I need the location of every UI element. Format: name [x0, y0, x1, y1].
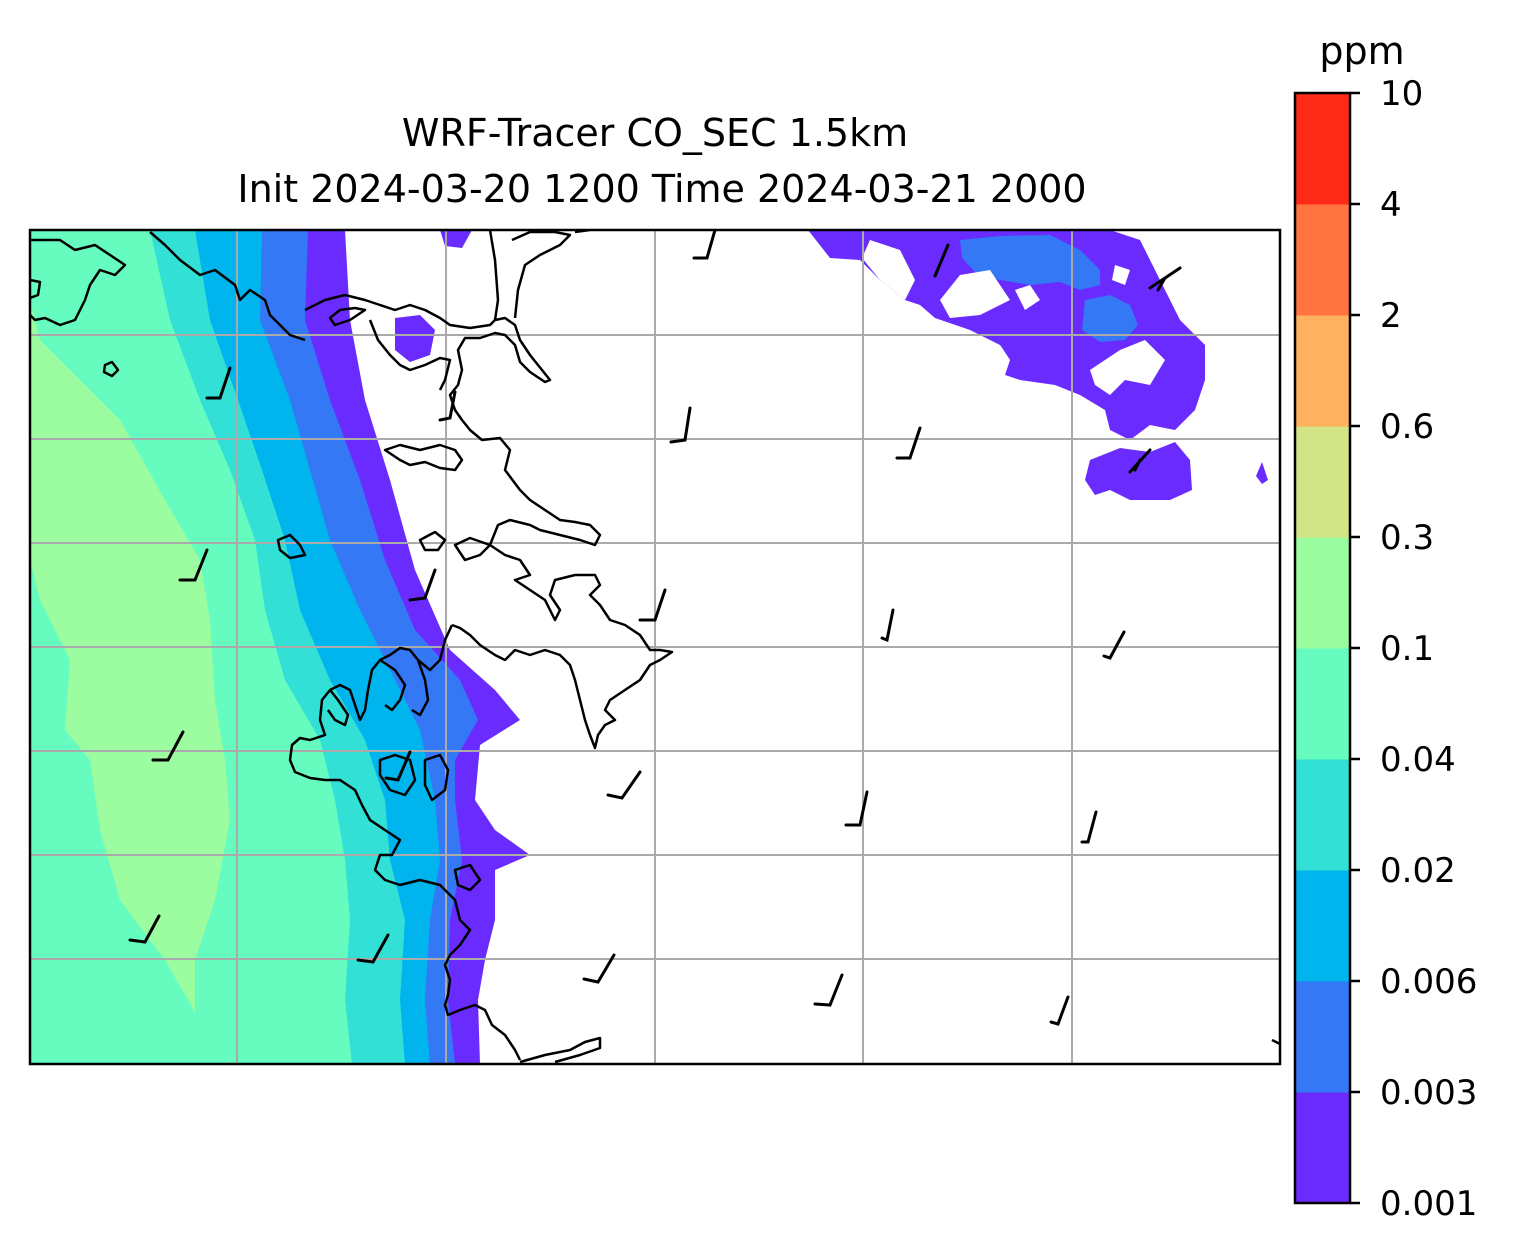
colorbar-tick-label: 0.3 — [1380, 518, 1434, 558]
coastline-main — [304, 293, 674, 750]
colorbar-band — [1295, 537, 1350, 649]
contour-blob-ne-0.001b — [1085, 442, 1192, 500]
wind-barb — [1128, 448, 1152, 474]
contour-blob-inlet — [395, 315, 435, 362]
colorbar-band — [1295, 204, 1350, 316]
wind-barb — [1102, 630, 1126, 660]
coastline-far-east — [1271, 1038, 1280, 1046]
contour-hole-6 — [1112, 265, 1130, 285]
graticule — [30, 230, 1280, 1064]
colorbar-band — [1295, 426, 1350, 538]
colorbar-tick-label: 0.02 — [1380, 851, 1456, 891]
wind-barb — [205, 366, 232, 400]
colorbar-ticks: 0.001 0.003 0.006 0.02 0.04 0.1 0.3 0.6 2 4 10 — [1350, 74, 1477, 1224]
colorbar-band — [1295, 759, 1350, 871]
wind-barb — [128, 914, 161, 944]
coastline-island-3 — [378, 753, 417, 797]
coastline-north-1 — [149, 231, 306, 342]
colorbar-tick-label: 0.001 — [1380, 1184, 1477, 1224]
colorbar-band — [1295, 870, 1350, 982]
colorbar-band — [1295, 315, 1350, 427]
wind-barb — [178, 548, 209, 582]
coastline-river-n2 — [511, 230, 572, 319]
wind-barb — [813, 973, 844, 1007]
coastline-peninsula-2 — [379, 658, 407, 712]
coastline-inlet-2 — [368, 319, 452, 391]
contour-hole-1 — [862, 240, 915, 300]
coastlines — [30, 230, 1280, 1064]
contour-hole-5 — [985, 345, 1010, 378]
coastline-islet-2 — [276, 533, 307, 560]
colorbar-band — [1295, 93, 1350, 205]
wind-barb — [692, 230, 717, 260]
wind-barb — [384, 750, 412, 782]
contour-hole-3 — [1015, 285, 1040, 310]
contour-hole-2 — [940, 270, 1010, 318]
wind-barb — [606, 770, 642, 800]
wind-barb — [408, 568, 437, 602]
coastline-nw-island — [30, 238, 127, 327]
coastline-peninsula-3 — [411, 659, 430, 717]
wind-barb — [933, 243, 950, 278]
coastline-fjords — [288, 624, 522, 1061]
contour-band-0.1 — [30, 300, 230, 1012]
wind-barb — [356, 933, 390, 964]
colorbar-tick-label: 10 — [1380, 74, 1423, 114]
colorbar-bands — [1295, 93, 1350, 1204]
title-line-2: Init 2024-03-20 1200 Time 2024-03-21 200… — [237, 167, 1086, 211]
contour-blob-north-0.001 — [440, 230, 472, 248]
wind-barb — [880, 608, 895, 643]
coastline-lake-3 — [453, 536, 492, 562]
wind-barb — [1049, 995, 1070, 1026]
wind-barb — [582, 953, 616, 984]
wind-barb — [844, 790, 869, 827]
coastline-island-5 — [453, 863, 482, 892]
coastline-islet-1 — [102, 360, 120, 378]
title-line-1: WRF-Tracer CO_SEC 1.5km — [402, 111, 908, 155]
coastline-west-inlet — [328, 306, 367, 327]
wind-barb — [1080, 810, 1098, 844]
colorbar-band — [1295, 1092, 1350, 1204]
wind-barb — [638, 588, 667, 622]
colorbar-tick-label: 0.04 — [1380, 740, 1456, 780]
colorbar-tick-label: 4 — [1380, 185, 1402, 225]
colorbar: ppm 0.001 0.003 0.006 0.02 0.04 0.1 0.3 0.6 2 4 10 — [1293, 29, 1477, 1224]
colorbar-tick-label: 0.006 — [1380, 962, 1477, 1002]
contour-blob-ne-0.003 — [960, 235, 1100, 290]
coastline-river-n1 — [488, 230, 500, 321]
contour-blob-ne-0.001c — [1256, 462, 1268, 484]
colorbar-band — [1295, 981, 1350, 1093]
coastline-nw-spit — [30, 278, 42, 300]
map-panel — [28, 228, 1282, 1066]
coastline-lake-2 — [418, 530, 447, 552]
contour-hole-4 — [1090, 340, 1165, 395]
coastline-lake-1 — [383, 443, 464, 472]
coastline-peninsula-1 — [326, 689, 350, 727]
coastline-south-spit — [519, 1036, 602, 1064]
colorbar-unit-label: ppm — [1319, 29, 1404, 73]
colorbar-tick-label: 0.003 — [1380, 1073, 1477, 1113]
colorbar-tick-label: 0.6 — [1380, 407, 1434, 447]
colorbar-tick-label: 0.1 — [1380, 629, 1434, 669]
colorbar-band — [1295, 648, 1350, 760]
wind-barbs — [128, 230, 1182, 1026]
map-frame — [28, 228, 1282, 1066]
wind-barb — [438, 390, 457, 422]
wind-barb — [669, 406, 692, 444]
coastline-island-4 — [423, 753, 450, 802]
colorbar-frame — [1293, 91, 1352, 1205]
wind-barb — [1148, 266, 1182, 292]
wind-barb — [151, 730, 185, 762]
contour-blob-ne-0.003b — [1082, 295, 1138, 342]
colorbar-tick-label: 2 — [1380, 296, 1402, 336]
wind-barb — [895, 426, 922, 460]
